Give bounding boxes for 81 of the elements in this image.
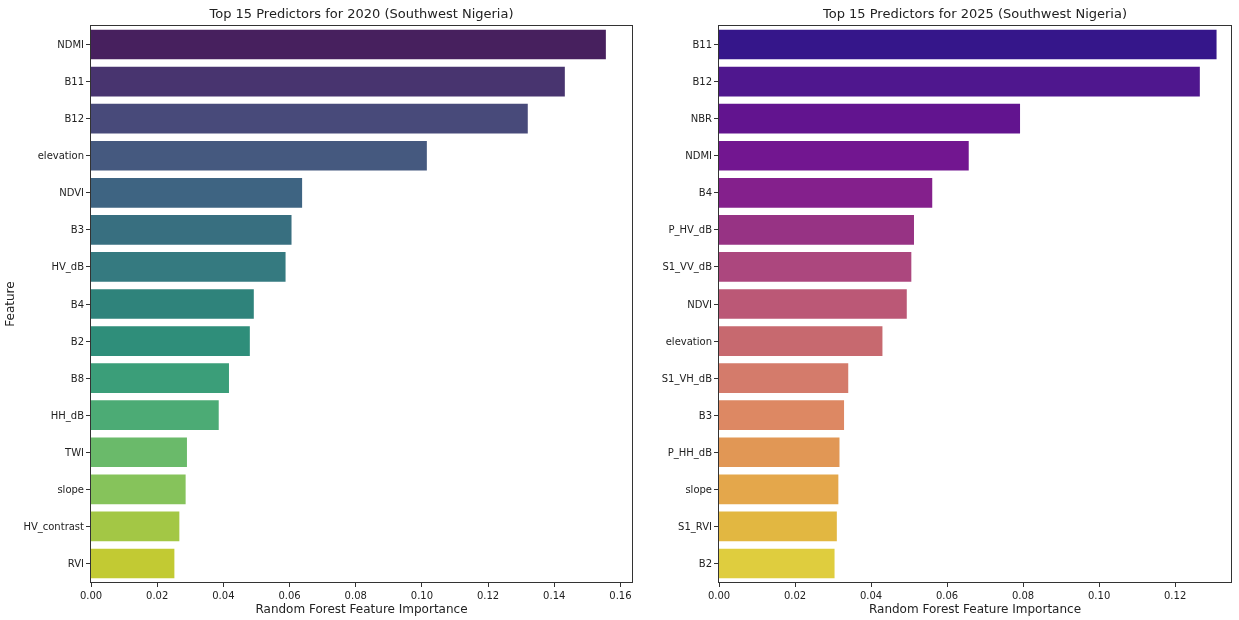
- x-tick-label: 0.00: [707, 590, 731, 601]
- x-tick-label: 0.12: [1163, 590, 1187, 601]
- bar: [91, 363, 229, 393]
- bar: [91, 103, 528, 134]
- y-tick-label: NBR: [690, 113, 713, 125]
- x-tick-label: 0.06: [278, 590, 301, 601]
- y-tick-label: HV_contrast: [23, 520, 85, 533]
- bar: [91, 66, 565, 97]
- y-tick-label: RVI: [67, 557, 84, 569]
- y-tick-label: B4: [698, 187, 712, 199]
- bar: [719, 437, 840, 468]
- y-tick-label: S1_RVI: [678, 520, 712, 533]
- bar: [719, 289, 907, 319]
- chart-title: Top 15 Predictors for 2020 (Southwest Nigeria): [208, 6, 514, 22]
- bar: [91, 548, 175, 579]
- bar: [719, 548, 835, 579]
- y-tick-label: B3: [70, 224, 84, 236]
- x-tick-label: 0.04: [859, 590, 883, 601]
- y-tick-label: elevation: [37, 150, 84, 162]
- y-tick-label: P_HH_dB: [667, 446, 713, 459]
- y-tick-label: HH_dB: [50, 409, 85, 422]
- x-tick-label: 0.02: [146, 590, 169, 601]
- x-axis-title: Random Forest Feature Importance: [868, 601, 1082, 616]
- y-tick-label: B8: [70, 372, 84, 384]
- bar: [719, 177, 933, 208]
- bar: [91, 29, 606, 60]
- y-tick-label: S1_VV_dB: [662, 261, 713, 274]
- y-tick-label: B11: [692, 39, 712, 51]
- x-tick-label: 0.16: [609, 590, 632, 601]
- x-tick-label: 0.12: [476, 590, 500, 601]
- bar: [91, 437, 187, 468]
- bar: [91, 400, 219, 431]
- y-tick-label: NDMI: [685, 150, 712, 162]
- bar: [719, 363, 849, 393]
- x-tick-label: 0.14: [543, 590, 566, 601]
- bar: [719, 103, 1021, 134]
- bar: [719, 400, 845, 431]
- x-tick-label: 0.08: [344, 590, 367, 601]
- x-tick-label: 0.10: [410, 590, 434, 601]
- bar: [719, 252, 912, 282]
- y-tick-label: HV_dB: [51, 261, 85, 274]
- bar: [719, 326, 883, 356]
- y-tick-label: P_HV_dB: [668, 224, 713, 237]
- x-tick-label: 0.06: [935, 590, 959, 601]
- bar: [91, 215, 292, 245]
- bar: [91, 289, 254, 319]
- y-tick-label: S1_VH_dB: [661, 372, 713, 385]
- y-tick-label: elevation: [665, 335, 712, 347]
- y-tick-label: B12: [64, 113, 84, 125]
- y-tick-label: B3: [698, 409, 712, 421]
- y-tick-label: NDMI: [57, 39, 84, 51]
- bar: [719, 474, 839, 505]
- bar: [91, 326, 250, 356]
- x-tick-label: 0.02: [783, 590, 807, 601]
- y-tick-label: B2: [70, 335, 84, 347]
- bar: [719, 29, 1217, 60]
- bar: [719, 140, 969, 171]
- x-tick-label: 0.10: [1087, 590, 1111, 601]
- bar: [91, 252, 286, 282]
- bar: [91, 177, 303, 208]
- y-tick-label: NDVI: [59, 187, 84, 199]
- y-tick-label: slope: [57, 483, 84, 495]
- x-tick-label: 0.08: [1011, 590, 1035, 601]
- x-tick-label: 0.04: [212, 590, 235, 601]
- bar: [719, 511, 837, 542]
- y-tick-label: TWI: [64, 446, 84, 458]
- y-tick-label: slope: [685, 483, 712, 495]
- y-axis-title: Feature: [2, 281, 17, 327]
- y-tick-label: B4: [70, 298, 84, 310]
- x-axis-title: Random Forest Feature Importance: [255, 601, 468, 616]
- y-tick-label: B11: [64, 76, 84, 88]
- bar: [719, 215, 914, 245]
- y-tick-label: B2: [698, 557, 712, 569]
- bar: [719, 66, 1200, 97]
- x-tick-label: 0.00: [79, 590, 103, 601]
- bar: [91, 474, 186, 505]
- y-tick-label: B12: [692, 76, 712, 88]
- bar: [91, 511, 180, 542]
- chart-title: Top 15 Predictors for 2025 (Southwest Nigeria): [821, 6, 1128, 22]
- y-tick-label: NDVI: [687, 298, 712, 310]
- bar: [91, 140, 427, 171]
